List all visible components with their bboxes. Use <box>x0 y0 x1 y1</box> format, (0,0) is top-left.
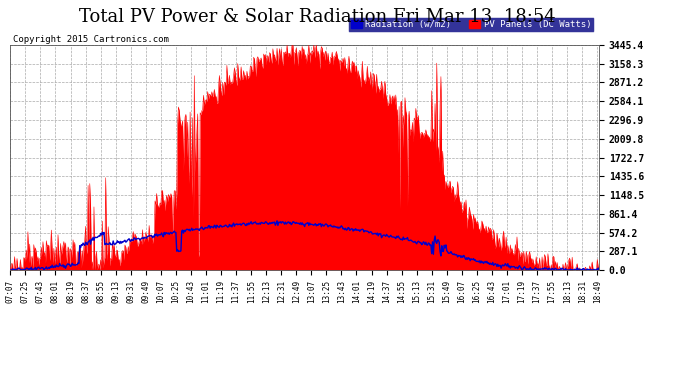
Text: Copyright 2015 Cartronics.com: Copyright 2015 Cartronics.com <box>13 35 169 44</box>
Text: Total PV Power & Solar Radiation Fri Mar 13  18:54: Total PV Power & Solar Radiation Fri Mar… <box>79 8 555 26</box>
Legend: Radiation (w/m2), PV Panels (DC Watts): Radiation (w/m2), PV Panels (DC Watts) <box>348 17 594 32</box>
